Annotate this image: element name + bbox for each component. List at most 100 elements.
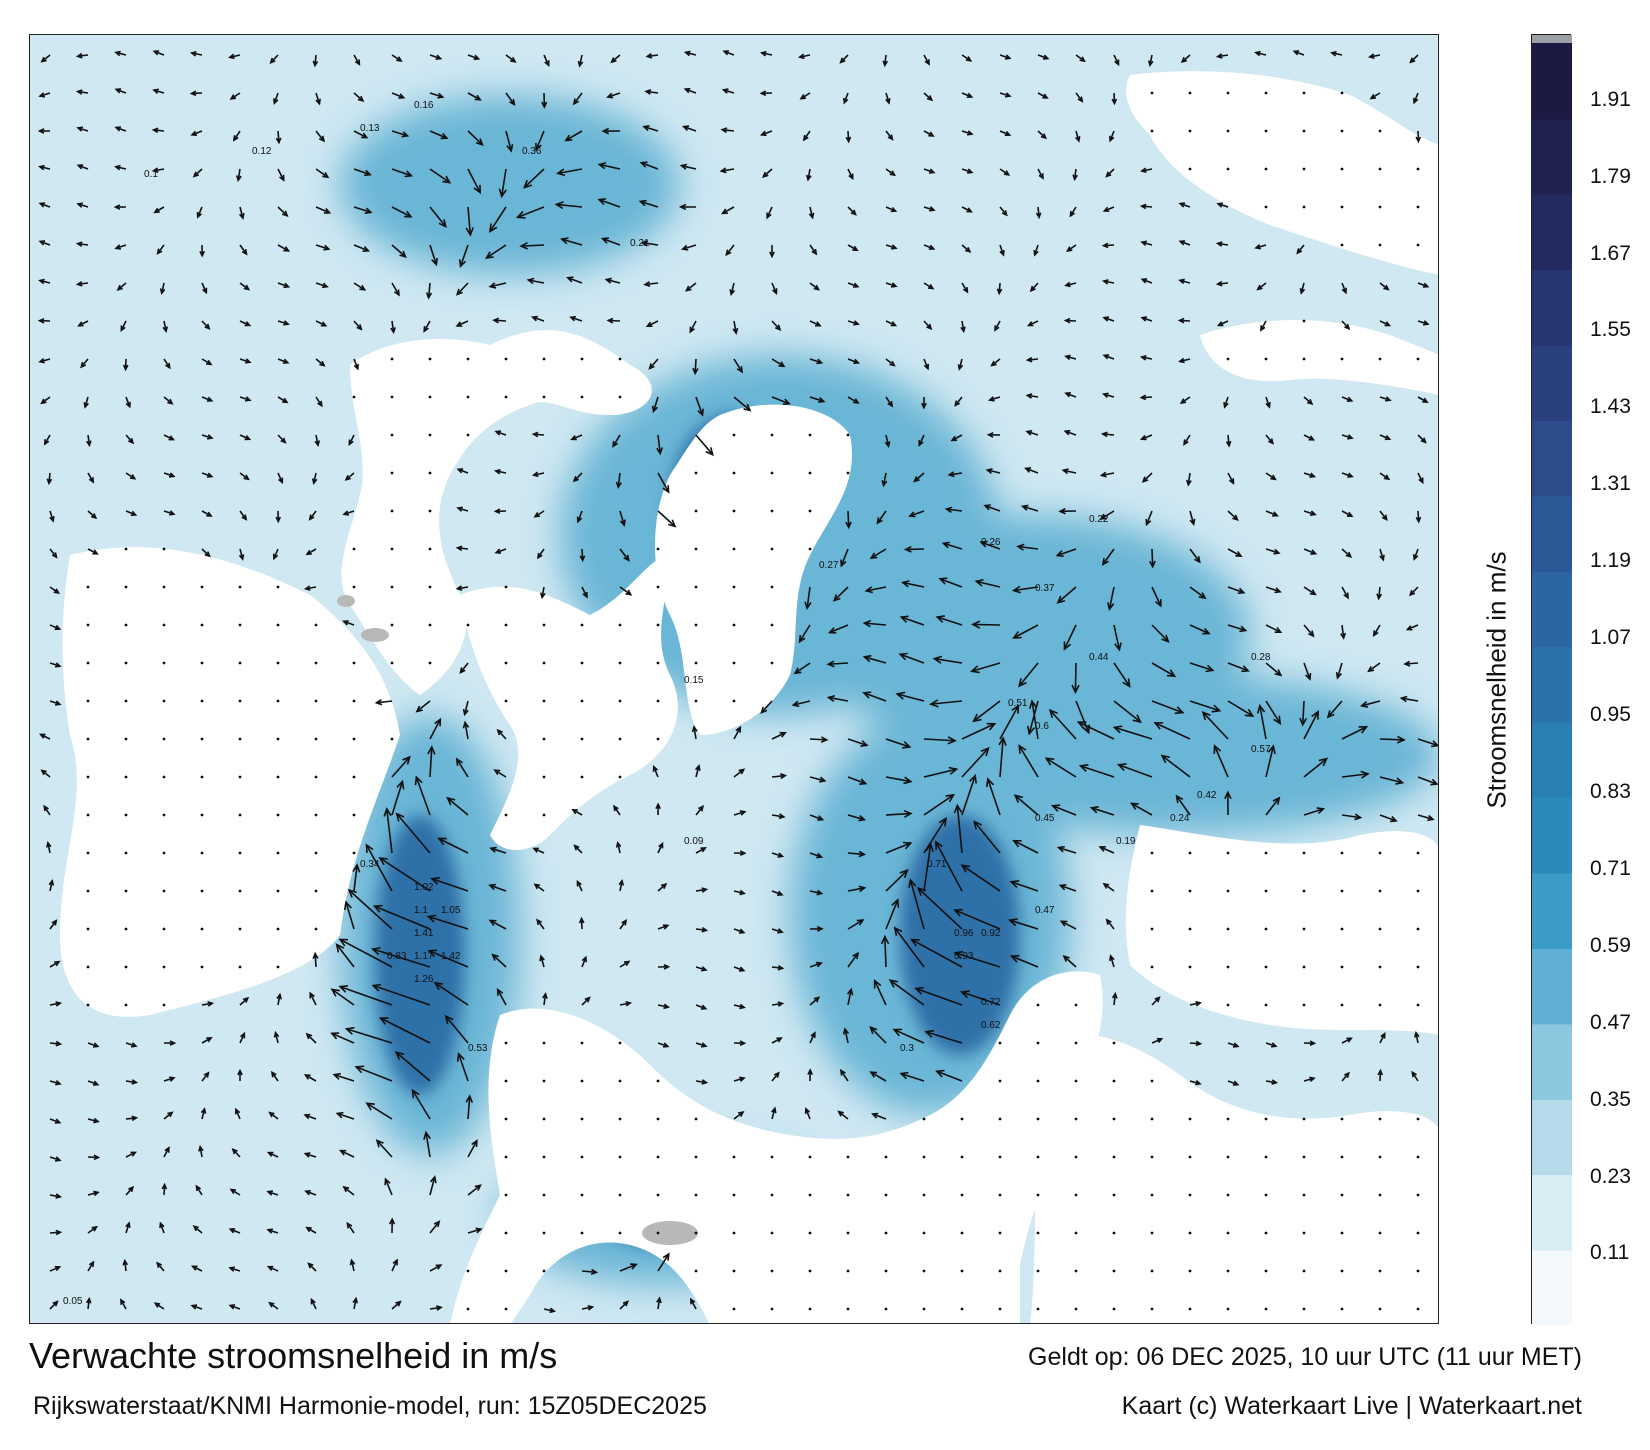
- grid-dot: [1416, 167, 1420, 171]
- current-arrow: [1341, 548, 1352, 558]
- current-arrow-head: [908, 878, 917, 889]
- current-arrow-head: [270, 1070, 277, 1078]
- current-arrow-head: [1346, 396, 1354, 403]
- current-arrow: [936, 616, 963, 626]
- speed-label: 0.19: [1116, 836, 1136, 847]
- grid-dot: [732, 1269, 736, 1273]
- grid-dot: [200, 775, 204, 779]
- current-arrow-head: [498, 188, 507, 199]
- grid-dot: [276, 585, 280, 589]
- current-arrow: [1265, 548, 1280, 554]
- current-arrow-head: [308, 514, 315, 521]
- current-arrow-head: [232, 135, 239, 142]
- current-arrow-head: [739, 1076, 746, 1082]
- current-arrow: [1361, 700, 1381, 707]
- current-arrow: [1341, 586, 1349, 599]
- current-arrow-head: [75, 281, 83, 287]
- current-arrow-head: [40, 769, 47, 776]
- current-arrow-head: [893, 926, 903, 936]
- current-arrow-head: [206, 396, 214, 402]
- current-arrow-head: [938, 577, 948, 585]
- current-arrow-head: [843, 97, 849, 105]
- current-arrow-head: [853, 398, 860, 404]
- grid-dot: [998, 1307, 1002, 1311]
- grid-dot: [1302, 965, 1306, 969]
- current-arrow-head: [113, 164, 121, 171]
- current-arrow: [806, 586, 811, 609]
- current-arrow-head: [474, 94, 482, 101]
- grid-dot: [1340, 1307, 1344, 1311]
- current-arrow-head: [128, 1185, 135, 1193]
- grid-dot: [504, 1117, 508, 1121]
- current-arrow: [1061, 920, 1077, 930]
- grid-dot: [1112, 1307, 1116, 1311]
- grid-dot: [732, 699, 736, 703]
- current-arrow-head: [492, 317, 500, 324]
- grid-dot: [1226, 1155, 1230, 1159]
- current-arrow-head: [1078, 764, 1089, 773]
- current-arrow: [490, 847, 507, 854]
- current-arrow-head: [153, 207, 160, 214]
- current-arrow-head: [1122, 678, 1131, 688]
- grid-dot: [1340, 129, 1344, 133]
- current-arrow-head: [192, 171, 200, 178]
- current-arrow-head: [195, 1184, 202, 1192]
- current-arrow-head: [130, 1042, 138, 1048]
- current-arrow: [314, 953, 317, 968]
- current-arrow: [578, 54, 583, 67]
- current-arrow: [847, 989, 852, 1006]
- current-arrow-head: [1215, 53, 1223, 59]
- current-arrow: [889, 979, 925, 1006]
- current-arrow-head: [1189, 518, 1196, 527]
- current-arrow-head: [662, 1252, 670, 1261]
- current-arrow-head: [1177, 317, 1185, 324]
- current-arrow-head: [196, 212, 203, 219]
- current-arrow: [809, 738, 827, 741]
- grid-dot: [1264, 1269, 1268, 1273]
- current-arrow: [1049, 709, 1077, 740]
- current-arrow: [869, 1026, 887, 1044]
- current-arrow: [619, 586, 632, 596]
- current-arrow: [884, 936, 887, 968]
- current-arrow-head: [1063, 317, 1071, 324]
- current-arrow-head: [1114, 59, 1120, 67]
- current-arrow-head: [202, 287, 208, 295]
- current-arrow-head: [842, 1027, 850, 1035]
- current-arrow-head: [1201, 710, 1211, 721]
- current-arrow-head: [114, 50, 121, 57]
- current-arrow: [829, 624, 849, 634]
- current-arrow-head: [569, 315, 577, 322]
- grid-dot: [694, 1269, 698, 1273]
- current-arrow-head: [601, 127, 610, 135]
- grid-dot: [580, 737, 584, 741]
- current-arrow: [304, 1114, 317, 1120]
- current-arrow: [1113, 993, 1117, 1006]
- current-arrow: [423, 320, 431, 332]
- current-arrow-head: [1347, 434, 1354, 440]
- speed-label: 1.41: [414, 928, 434, 939]
- grid-dot: [618, 623, 622, 627]
- current-arrow: [847, 396, 859, 404]
- grid-dot: [542, 395, 546, 399]
- island-marker: [361, 628, 389, 642]
- grid-dot: [86, 775, 90, 779]
- current-arrow-head: [1354, 813, 1363, 821]
- current-arrow: [864, 622, 887, 626]
- grid-dot: [504, 357, 508, 361]
- current-arrow-head: [342, 1185, 350, 1193]
- current-arrow-head: [954, 400, 961, 407]
- colorbar-band: [1532, 118, 1572, 195]
- grid-dot: [1302, 889, 1306, 893]
- current-arrow: [467, 1140, 478, 1158]
- grid-dot: [352, 395, 356, 399]
- current-arrow-head: [1011, 585, 1022, 594]
- current-arrow-head: [597, 198, 607, 206]
- current-arrow: [809, 890, 822, 895]
- current-arrow-head: [926, 323, 933, 331]
- current-arrow-head: [850, 209, 857, 216]
- current-arrow: [847, 738, 868, 747]
- current-arrow-head: [701, 1079, 709, 1085]
- current-arrow-head: [526, 277, 535, 285]
- speed-label: 1.26: [414, 974, 434, 985]
- current-arrow: [467, 54, 479, 60]
